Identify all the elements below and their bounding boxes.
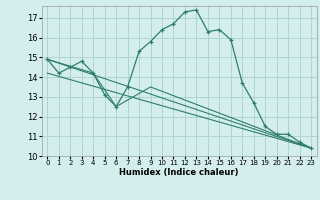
- X-axis label: Humidex (Indice chaleur): Humidex (Indice chaleur): [119, 168, 239, 177]
